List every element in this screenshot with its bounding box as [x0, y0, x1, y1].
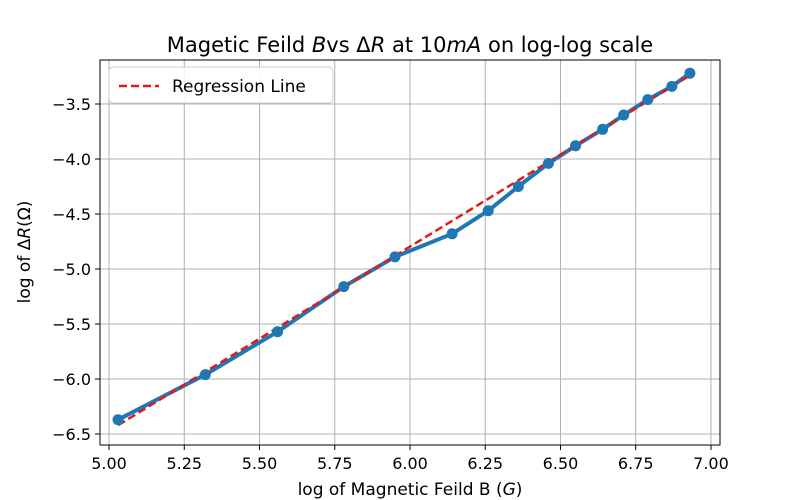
x-tick-label: 6.00 [392, 454, 428, 473]
x-tick-label: 5.75 [317, 454, 353, 473]
data-point [618, 109, 630, 121]
data-point [272, 326, 284, 338]
y-tick-label: −4.0 [52, 150, 91, 169]
x-tick-label: 5.25 [166, 454, 202, 473]
data-point [666, 80, 678, 92]
legend-box [108, 66, 334, 104]
y-tick-label: −3.5 [52, 95, 91, 114]
y-axis-ticks: −6.5 −6.0 −5.5 −5.0 −4.5 −4.0 −3.5 [52, 95, 100, 444]
y-tick-label: −6.0 [52, 370, 91, 389]
x-axis-ticks: 5.00 5.25 5.50 5.75 6.00 6.25 6.50 6.75 7.00 [91, 445, 729, 473]
data-point [112, 414, 124, 426]
data-point [482, 205, 494, 217]
data-point [542, 157, 554, 169]
data-point [338, 281, 350, 293]
y-tick-label: −5.5 [52, 315, 91, 334]
x-tick-label: 6.50 [543, 454, 579, 473]
data-point [642, 94, 654, 106]
y-axis-label: log of ΔR(Ω) [15, 201, 35, 304]
y-tick-label: −5.0 [52, 260, 91, 279]
data-point [199, 369, 211, 381]
x-tick-label: 6.25 [467, 454, 503, 473]
y-tick-label: −6.5 [52, 425, 91, 444]
data-point [684, 67, 696, 79]
data-point [570, 140, 582, 152]
data-point [512, 181, 524, 192]
x-axis-label: log of Magnetic Feild B (G) [298, 480, 523, 500]
legend-label-regression: Regression Line [172, 77, 306, 97]
x-tick-label: 5.50 [242, 454, 278, 473]
x-tick-label: 7.00 [693, 454, 729, 473]
data-point [446, 228, 458, 240]
regression-line [117, 74, 691, 427]
data-point [597, 123, 609, 135]
chart-title: Magetic Feild Bvs ΔR at 10mA on log-log … [167, 33, 653, 57]
data-point [389, 251, 401, 263]
series-layer [112, 67, 696, 427]
y-tick-label: −4.5 [52, 205, 91, 224]
x-tick-label: 5.00 [91, 454, 127, 473]
legend: Regression Line [108, 66, 334, 104]
x-tick-label: 6.75 [618, 454, 654, 473]
